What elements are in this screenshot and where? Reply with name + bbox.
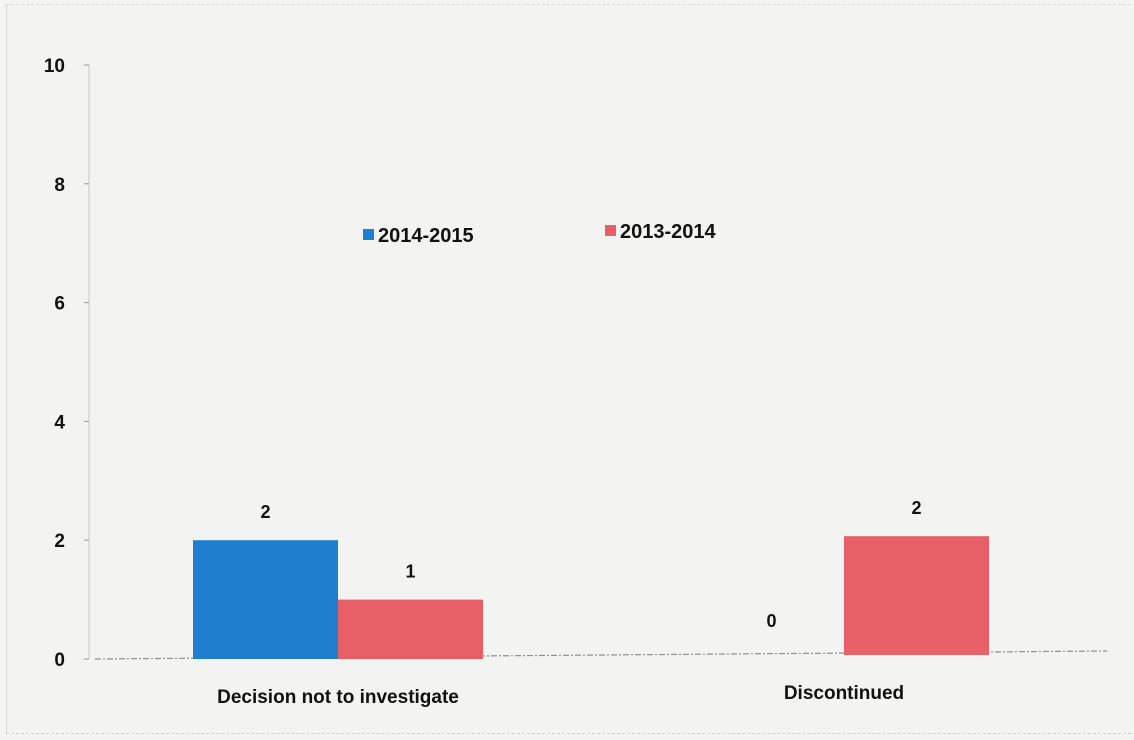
- bars-group: [193, 536, 989, 659]
- data-label: 1: [405, 562, 415, 582]
- data-label: 2: [911, 498, 921, 518]
- y-tick-label: 6: [54, 294, 65, 315]
- y-tick-label: 8: [54, 175, 65, 196]
- x-category-label: Discontinued: [784, 683, 904, 704]
- legend-swatch: [363, 229, 374, 240]
- data-label: 0: [766, 611, 776, 631]
- bar-2013-2014-0: [338, 599, 483, 659]
- data-labels-group: 2 1 0 2: [260, 498, 921, 631]
- y-tick-label: 0: [54, 650, 65, 671]
- legend: 2014-2015 2013-2014: [363, 221, 717, 247]
- bar-2013-2014-1: [844, 536, 989, 655]
- y-axis: 0 2 4 6 8 10: [44, 56, 90, 671]
- data-label: 2: [260, 502, 270, 522]
- y-tick-label: 2: [54, 531, 65, 552]
- y-tick-label: 10: [44, 56, 65, 77]
- legend-label: 2014-2015: [378, 225, 474, 247]
- legend-swatch: [605, 225, 616, 236]
- x-axis: Decision not to investigate Discontinued: [94, 650, 1108, 708]
- chart-frame: 0 2 4 6 8 10 Decision not to investigate Disco…: [6, 4, 1131, 734]
- y-tick-label: 4: [54, 412, 65, 433]
- x-category-label: Decision not to investigate: [217, 687, 459, 708]
- legend-label: 2013-2014: [620, 221, 717, 243]
- bar-2014-2015-0: [193, 540, 338, 659]
